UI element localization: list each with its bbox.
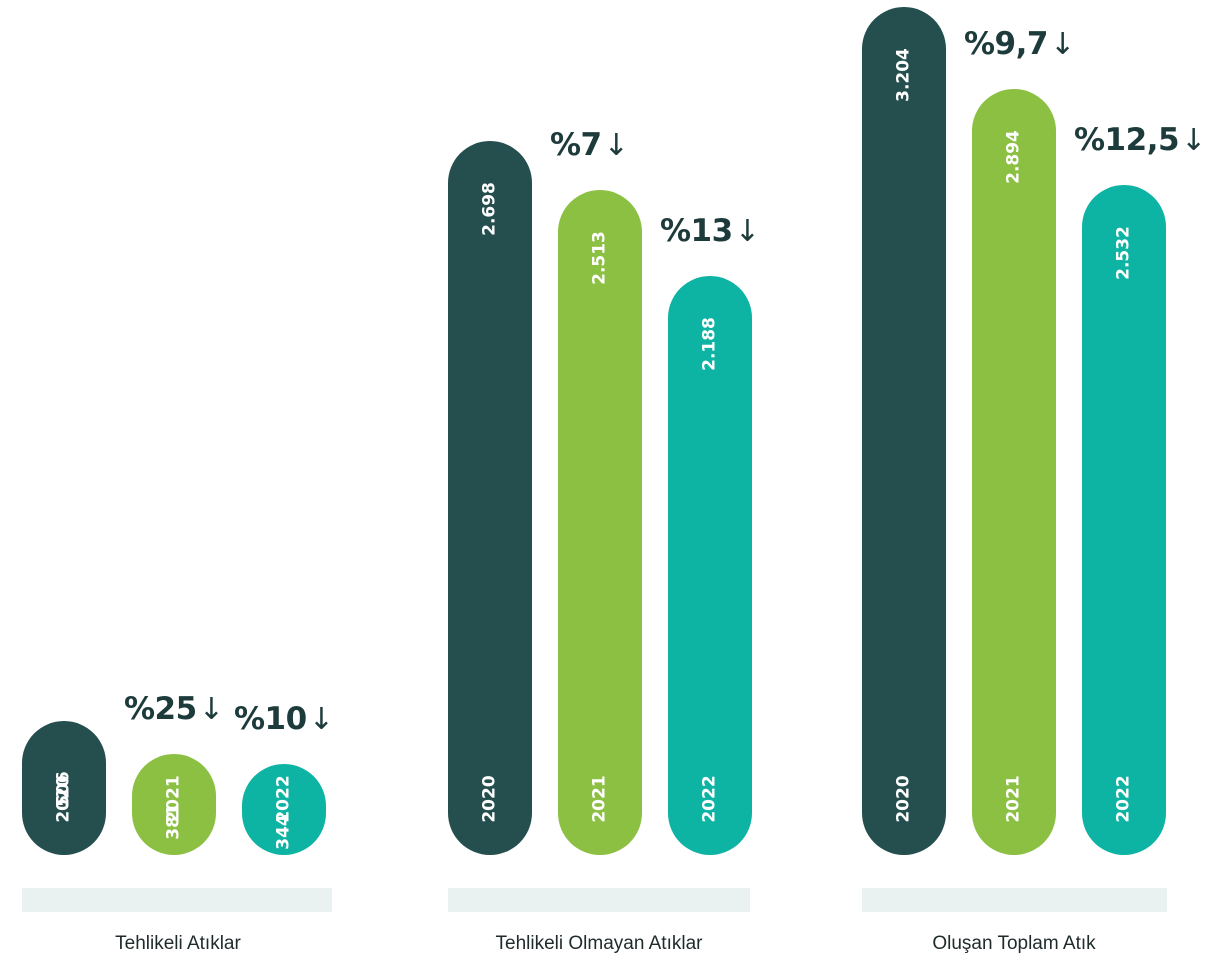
year-label: 2022 [1113, 775, 1134, 823]
year-label: 2020 [53, 775, 74, 823]
bar-2021 [558, 189, 642, 855]
change-value: %9,7 [964, 25, 1048, 62]
value-label: 2.698 [479, 181, 500, 236]
change-value: %12,5 [1074, 121, 1180, 158]
change-value: %13 [660, 212, 733, 249]
value-label: 2.513 [589, 230, 610, 285]
change-value: %10 [234, 700, 307, 737]
arrow-down-icon: ↓ [1181, 122, 1206, 158]
year-label: 2020 [893, 775, 914, 823]
year-label: 2021 [1003, 775, 1024, 823]
base-strip [862, 888, 1167, 912]
arrow-down-icon: ↓ [1049, 26, 1075, 62]
change-label: %7↓ [550, 126, 629, 163]
value-label: 2.894 [1003, 130, 1024, 184]
year-label: 2021 [589, 775, 610, 823]
arrow-down-icon: ↓ [603, 127, 629, 163]
year-label: 2021 [163, 775, 184, 823]
change-label: %10↓ [234, 700, 334, 737]
bar-2020 [448, 140, 532, 855]
bar-2021 [972, 88, 1056, 855]
base-strip [22, 888, 332, 912]
bar-2022 [1082, 184, 1166, 855]
change-label: %12,5↓ [1074, 121, 1206, 158]
bar-2022 [668, 275, 752, 855]
change-label: %9,7↓ [964, 25, 1075, 62]
arrow-down-icon: ↓ [308, 701, 334, 737]
category-label: Oluşan Toplam Atık [932, 933, 1096, 954]
arrow-down-icon: ↓ [734, 213, 760, 249]
value-label: 3.204 [893, 48, 914, 102]
value-label: 2.188 [699, 316, 720, 371]
change-label: %13↓ [660, 212, 760, 249]
value-label: 2.532 [1113, 225, 1134, 280]
bar-2021 [132, 754, 216, 855]
change-label: %25↓ [124, 691, 224, 728]
change-value: %7 [550, 126, 602, 163]
arrow-down-icon: ↓ [198, 692, 224, 728]
bar-2022 [242, 763, 326, 855]
bar-2020 [862, 6, 946, 855]
category-label: Tehlikeli Atıklar [115, 933, 241, 954]
year-label: 2022 [273, 775, 294, 823]
base-strip [448, 888, 750, 912]
category-label: Tehlikeli Olmayan Atıklar [495, 933, 703, 954]
year-label: 2020 [479, 775, 500, 823]
year-label: 2022 [699, 775, 720, 823]
change-value: %25 [124, 691, 197, 728]
bar-2020 [22, 721, 106, 855]
